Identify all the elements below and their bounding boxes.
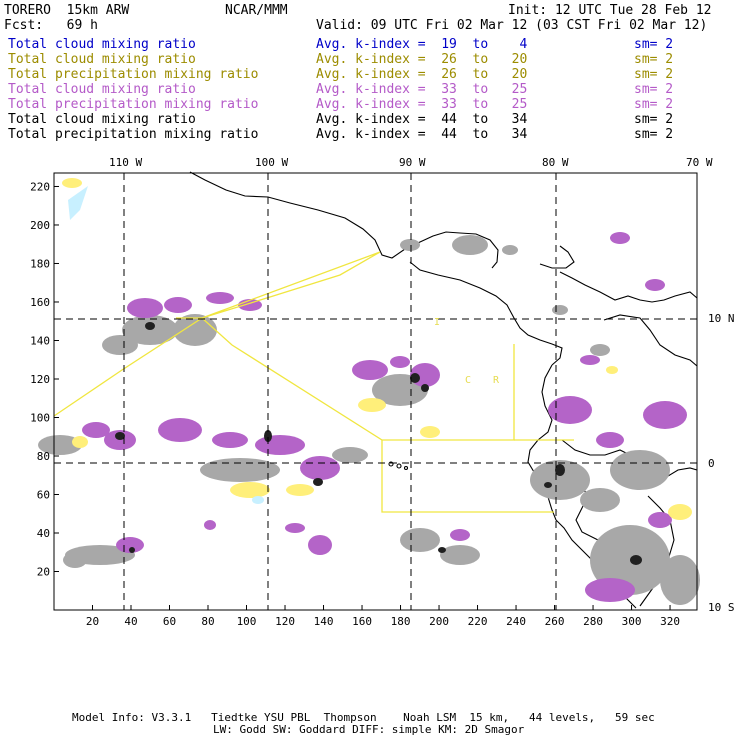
legend-row-2-kindex: Avg. k-index = 26 to 20 — [316, 52, 528, 67]
physics-info: LW: Godd SW: Goddard DIFF: simple KM: 2D… — [213, 723, 525, 736]
y-tick-label: 120 — [30, 373, 50, 386]
x-tick-label: 200 — [429, 615, 449, 628]
org-label: NCAR/MMM — [225, 3, 288, 18]
legend-row-6-field: Total cloud mixing ratio — [8, 112, 196, 127]
graticule — [54, 173, 697, 610]
region-labels: I C R — [434, 317, 500, 386]
legend-row-7-field: Total precipitation mixing ratio — [8, 127, 259, 142]
region-boundaries — [53, 251, 574, 513]
legend-row-1-sm: sm= 2 — [634, 37, 674, 52]
legend-row-6-kindex: Avg. k-index = 44 to 34 — [316, 112, 528, 127]
region-label-i: I — [434, 317, 440, 328]
x-tick-label: 280 — [583, 615, 603, 628]
lat-label-10n: 10 N — [708, 312, 735, 325]
y-tick-label: 220 — [30, 180, 50, 193]
x-tick-label: 100 — [237, 615, 257, 628]
lon-label-80w: 80 W — [542, 156, 569, 169]
cloud-dark-cores — [115, 322, 642, 565]
x-tick-label: 120 — [275, 615, 295, 628]
legend-row-2-sm: sm= 2 — [634, 52, 674, 67]
legend-row-3-kindex: Avg. k-index = 26 to 20 — [316, 67, 528, 82]
y-tick-label: 200 — [30, 219, 50, 232]
y-tick-label: 80 — [37, 450, 50, 463]
y-tick-label: 20 — [37, 565, 50, 578]
x-tick-label: 160 — [352, 615, 372, 628]
cloud-cyan-fields — [68, 186, 264, 504]
legend-row-4-field: Total cloud mixing ratio — [8, 82, 196, 97]
y-tick-label: 60 — [37, 488, 50, 501]
x-tick-label: 60 — [163, 615, 176, 628]
legend-row-5-sm: sm= 2 — [634, 97, 674, 112]
legend-row-4-sm: sm= 2 — [634, 82, 674, 97]
y-tick-label: 180 — [30, 257, 50, 270]
init-time: Init: 12 UTC Tue 28 Feb 12 — [508, 3, 712, 18]
x-axis: 20 40 60 80 100 120 140 160 180 200 220 240 260 280 30… — [86, 605, 680, 628]
x-tick-label: 320 — [660, 615, 680, 628]
lon-label-70w: 70 W — [686, 156, 713, 169]
map-frame — [53, 172, 698, 611]
legend-row-1-field: Total cloud mixing ratio — [8, 37, 196, 52]
cloud-purple-fields — [82, 232, 687, 602]
legend-row-5-kindex: Avg. k-index = 33 to 25 — [316, 97, 528, 112]
x-tick-label: 20 — [86, 615, 99, 628]
x-tick-label: 140 — [314, 615, 334, 628]
x-tick-label: 220 — [468, 615, 488, 628]
lon-label-110w: 110 W — [109, 156, 142, 169]
lon-label-100w: 100 W — [255, 156, 288, 169]
lat-label-0: 0 — [708, 457, 715, 470]
legend-row-7-sm: sm= 2 — [634, 127, 674, 142]
lat-label-10s: 10 S — [708, 601, 735, 614]
x-tick-label: 260 — [545, 615, 565, 628]
forecast-hour: Fcst: 69 h — [4, 18, 98, 33]
x-tick-label: 40 — [124, 615, 137, 628]
legend-row-7-kindex: Avg. k-index = 44 to 34 — [316, 127, 528, 142]
legend-row-6-sm: sm= 2 — [634, 112, 674, 127]
model-title: TORERO 15km ARW — [4, 3, 130, 18]
y-tick-label: 160 — [30, 296, 50, 309]
legend-row-1-kindex: Avg. k-index = 19 to 4 — [316, 37, 528, 52]
valid-time: Valid: 09 UTC Fri 02 Mar 12 (03 CST Fri … — [316, 18, 708, 33]
model-info: Model Info: V3.3.1 Tiedtke YSU PBL Thomp… — [72, 711, 655, 724]
lon-label-90w: 90 W — [399, 156, 426, 169]
cloud-yellow-fields — [62, 178, 692, 520]
legend-row-3-field: Total precipitation mixing ratio — [8, 67, 259, 82]
cloud-gray-fields — [38, 235, 700, 605]
legend-row-5-field: Total precipitation mixing ratio — [8, 97, 259, 112]
x-tick-label: 240 — [506, 615, 526, 628]
legend-row-3-sm: sm= 2 — [634, 67, 674, 82]
region-label-c: C — [465, 375, 471, 386]
legend-row-4-kindex: Avg. k-index = 33 to 25 — [316, 82, 528, 97]
x-tick-label: 180 — [391, 615, 411, 628]
y-tick-label: 40 — [37, 527, 50, 540]
y-tick-label: 140 — [30, 334, 50, 347]
legend-row-2-field: Total cloud mixing ratio — [8, 52, 196, 67]
y-axis: 220 200 180 160 140 120 100 80 60 40 20 — [30, 180, 59, 578]
x-tick-label: 300 — [622, 615, 642, 628]
region-label-r: R — [493, 375, 500, 386]
y-tick-label: 100 — [30, 411, 50, 424]
x-tick-label: 80 — [201, 615, 214, 628]
